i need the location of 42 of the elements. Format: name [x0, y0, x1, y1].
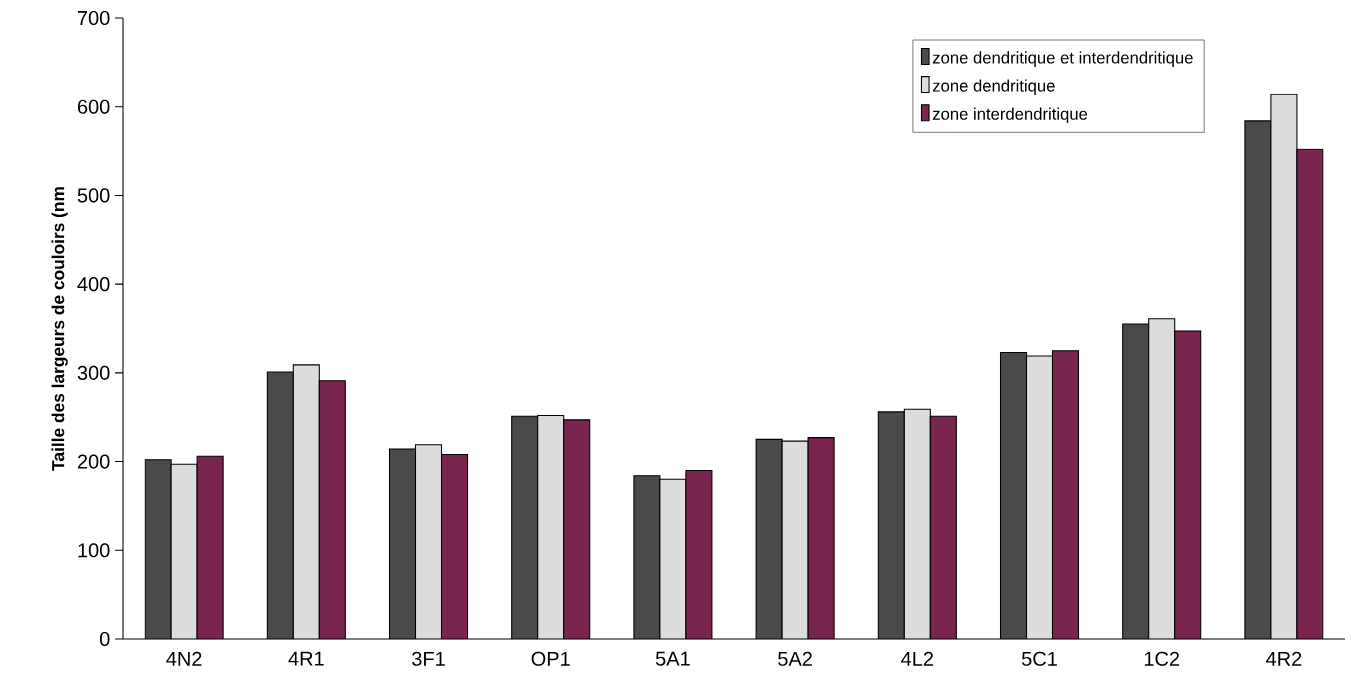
y-tick-label: 100 [78, 543, 110, 558]
bar [563, 419, 590, 639]
bar [685, 470, 712, 639]
bar [1122, 324, 1149, 639]
bar [930, 416, 957, 639]
y-axis-title: Taille des largeurs de couloirs (nm [51, 187, 68, 471]
x-tick-label: 4N2 [166, 651, 202, 666]
y-tick-label: 200 [77, 454, 110, 469]
bar [145, 459, 172, 639]
x-tick-label: 5C1 [1021, 651, 1057, 666]
bar [878, 411, 905, 639]
legend-label: zone dendritique [932, 79, 1055, 95]
x-tick-label: 5A2 [778, 651, 812, 666]
bar [756, 439, 783, 639]
x-tick-label: OP1 [531, 651, 570, 666]
bar [441, 454, 468, 639]
y-tick-label: 400 [77, 277, 110, 292]
x-tick-label: 4R1 [288, 651, 324, 666]
x-tick-label: 4L2 [901, 651, 933, 666]
y-tick-label: 500 [77, 188, 110, 203]
bar [511, 416, 538, 639]
bar [1000, 352, 1027, 639]
x-tick-label: 3F1 [412, 651, 445, 666]
bar [1296, 148, 1324, 639]
bar [267, 371, 294, 639]
bar [1052, 350, 1079, 639]
bar [319, 380, 346, 639]
bar [633, 475, 660, 639]
legend-label: zone interdendritique [932, 107, 1088, 124]
legend-label: zone dendritique et interdendritique [932, 51, 1193, 67]
y-tick-label: 600 [77, 99, 110, 114]
y-tick-label: 300 [77, 365, 110, 380]
y-tick-label: 700 [77, 10, 110, 26]
bar [1244, 120, 1272, 639]
bar [389, 449, 416, 639]
bar [197, 456, 224, 639]
x-tick-label: 4R2 [1266, 651, 1302, 666]
bar [1174, 331, 1201, 639]
x-tick-label: 1C2 [1144, 651, 1180, 666]
bar [808, 437, 835, 639]
y-tick-label: 0 [99, 631, 110, 647]
x-tick-label: 5A1 [655, 651, 690, 666]
